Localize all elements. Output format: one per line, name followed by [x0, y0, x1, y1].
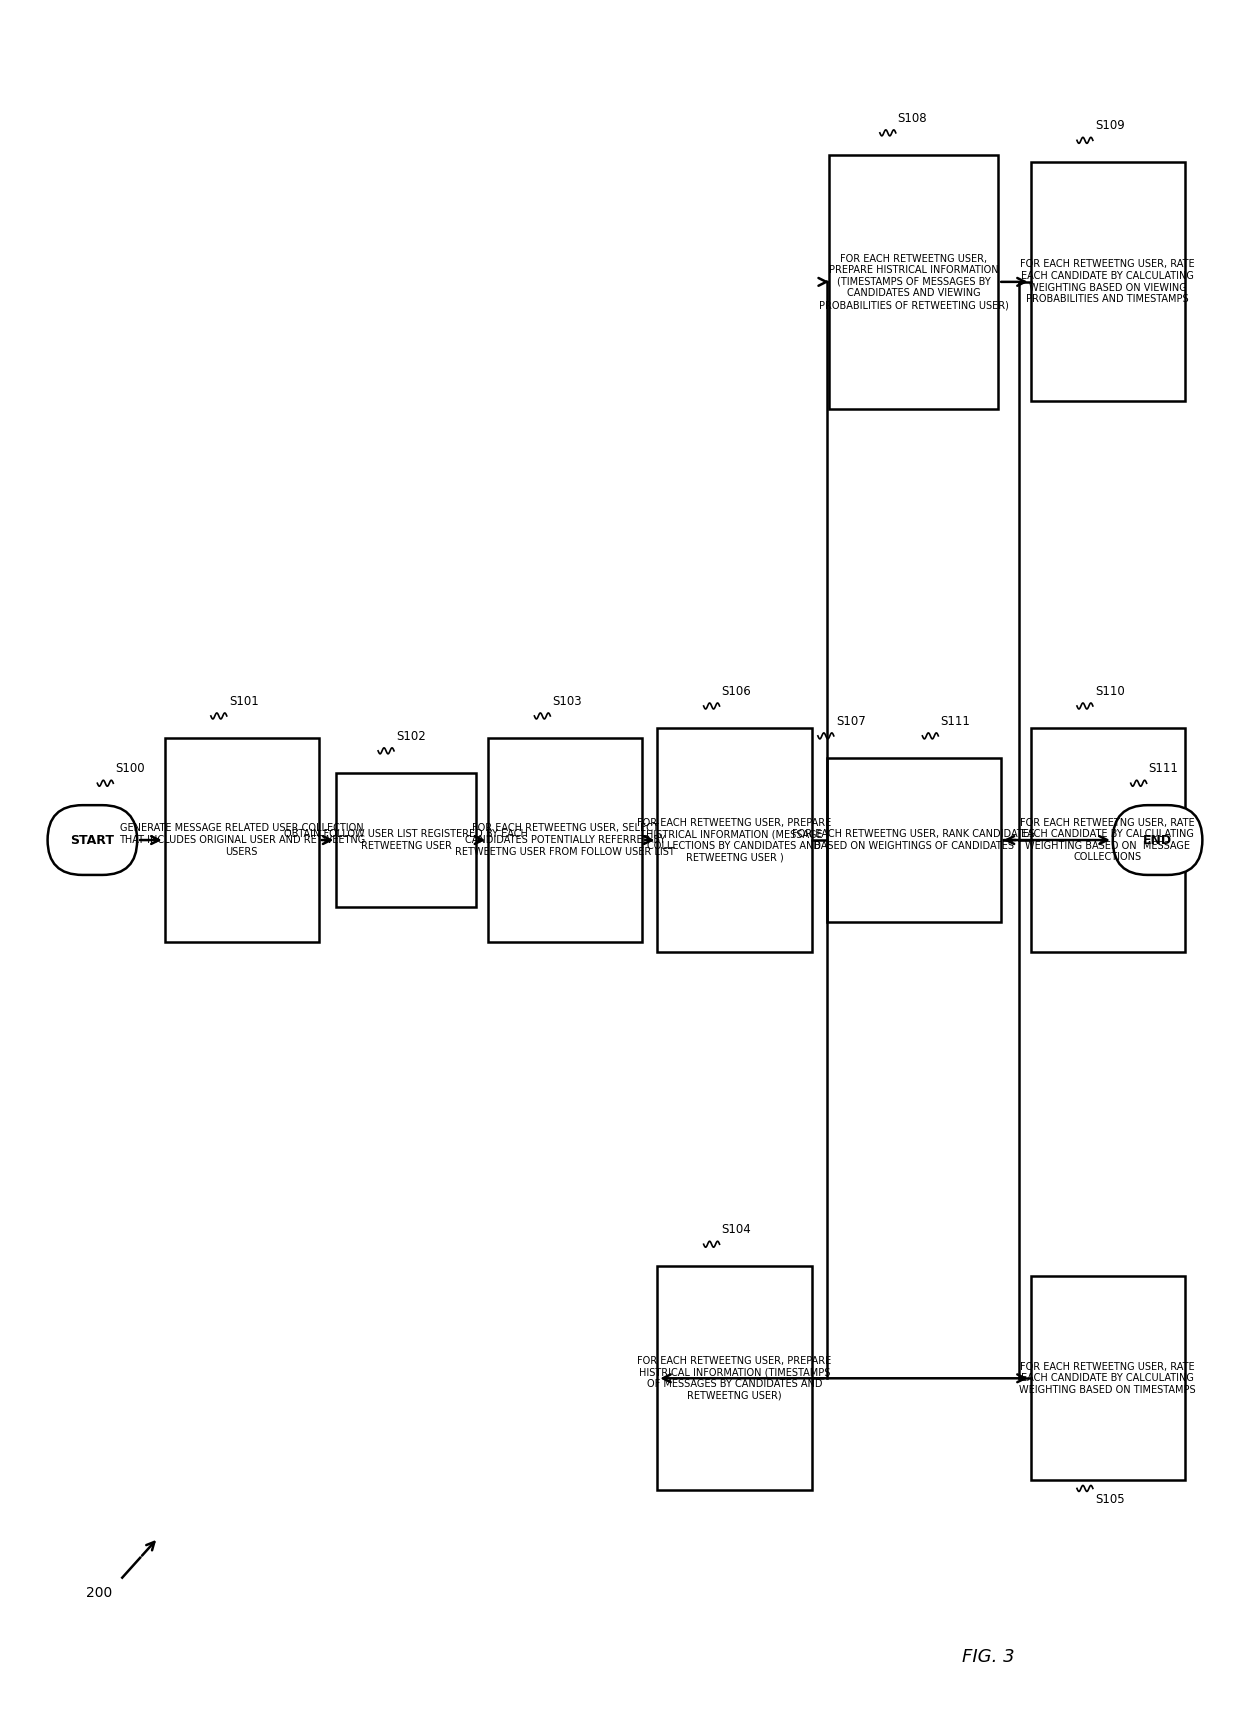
Bar	[336, 773, 476, 908]
Text: S111: S111	[940, 715, 970, 728]
Text: OBTAIN FOLLOW USER LIST REGISTERED BY EACH
RETWEETNG USER: OBTAIN FOLLOW USER LIST REGISTERED BY EA…	[284, 829, 528, 852]
Text: S106: S106	[722, 686, 751, 698]
Bar	[1030, 728, 1185, 952]
Bar	[657, 1265, 812, 1491]
Text: S102: S102	[396, 730, 425, 742]
Text: S110: S110	[1095, 686, 1125, 698]
FancyBboxPatch shape	[1112, 805, 1203, 876]
Text: END: END	[1143, 833, 1172, 846]
Text: S103: S103	[552, 694, 582, 708]
Text: 200: 200	[86, 1585, 113, 1599]
Text: FOR EACH RETWEETNG USER, RATE
EACH CANDIDATE BY CALCULATING
WEIGHTING BASED ON  : FOR EACH RETWEETNG USER, RATE EACH CANDI…	[1021, 817, 1195, 862]
Text: S100: S100	[115, 763, 145, 775]
Text: FOR EACH RETWEETNG USER, RATE
EACH CANDIDATE BY CALCULATING
WEIGHTING BASED ON T: FOR EACH RETWEETNG USER, RATE EACH CANDI…	[1019, 1361, 1197, 1395]
Bar	[827, 758, 1001, 922]
Bar	[489, 739, 642, 942]
Text: FIG. 3: FIG. 3	[962, 1648, 1014, 1666]
Text: S109: S109	[1095, 120, 1125, 132]
Bar	[1030, 1276, 1185, 1481]
Bar	[1030, 162, 1185, 402]
Text: FOR EACH RETWEETNG USER, SELECT
CANDIDATES POTENTIALLY REFERRED BY
RETWEETNG USE: FOR EACH RETWEETNG USER, SELECT CANDIDAT…	[455, 824, 675, 857]
Bar	[165, 739, 319, 942]
Text: START: START	[71, 833, 114, 846]
Text: FOR EACH RETWEETNG USER, PREPARE
HISTRICAL INFORMATION (TIMESTAMPS
OF MESSAGES B: FOR EACH RETWEETNG USER, PREPARE HISTRIC…	[637, 1356, 832, 1400]
Text: S105: S105	[1095, 1493, 1125, 1507]
Text: S104: S104	[722, 1223, 751, 1236]
Text: FOR EACH RETWEETNG USER, RATE
EACH CANDIDATE BY CALCULATING
WEIGHTING BASED ON V: FOR EACH RETWEETNG USER, RATE EACH CANDI…	[1021, 260, 1195, 304]
Bar	[657, 728, 812, 952]
Text: S111: S111	[1148, 763, 1178, 775]
Text: GENERATE MESSAGE RELATED USER COLLECTION
THAT INCLUDES ORIGINAL USER AND RETWEET: GENERATE MESSAGE RELATED USER COLLECTION…	[119, 824, 365, 857]
Text: S101: S101	[228, 694, 258, 708]
Text: S107: S107	[836, 715, 866, 728]
Text: FOR EACH RETWEETNG USER, RANK CANDIDATES
BASED ON WEIGHTINGS OF CANDIDATES: FOR EACH RETWEETNG USER, RANK CANDIDATES…	[792, 829, 1035, 852]
Text: S108: S108	[898, 111, 928, 125]
Text: FOR EACH RETWEETNG USER,
PREPARE HISTRICAL INFORMATION
(TIMESTAMPS OF MESSAGES B: FOR EACH RETWEETNG USER, PREPARE HISTRIC…	[818, 253, 1008, 310]
FancyBboxPatch shape	[47, 805, 138, 876]
Text: FOR EACH RETWEETNG USER, PREPARE
HISTRICAL INFORMATION (MESSAGE
COLLECTIONS BY C: FOR EACH RETWEETNG USER, PREPARE HISTRIC…	[637, 817, 832, 862]
Bar	[830, 156, 998, 409]
